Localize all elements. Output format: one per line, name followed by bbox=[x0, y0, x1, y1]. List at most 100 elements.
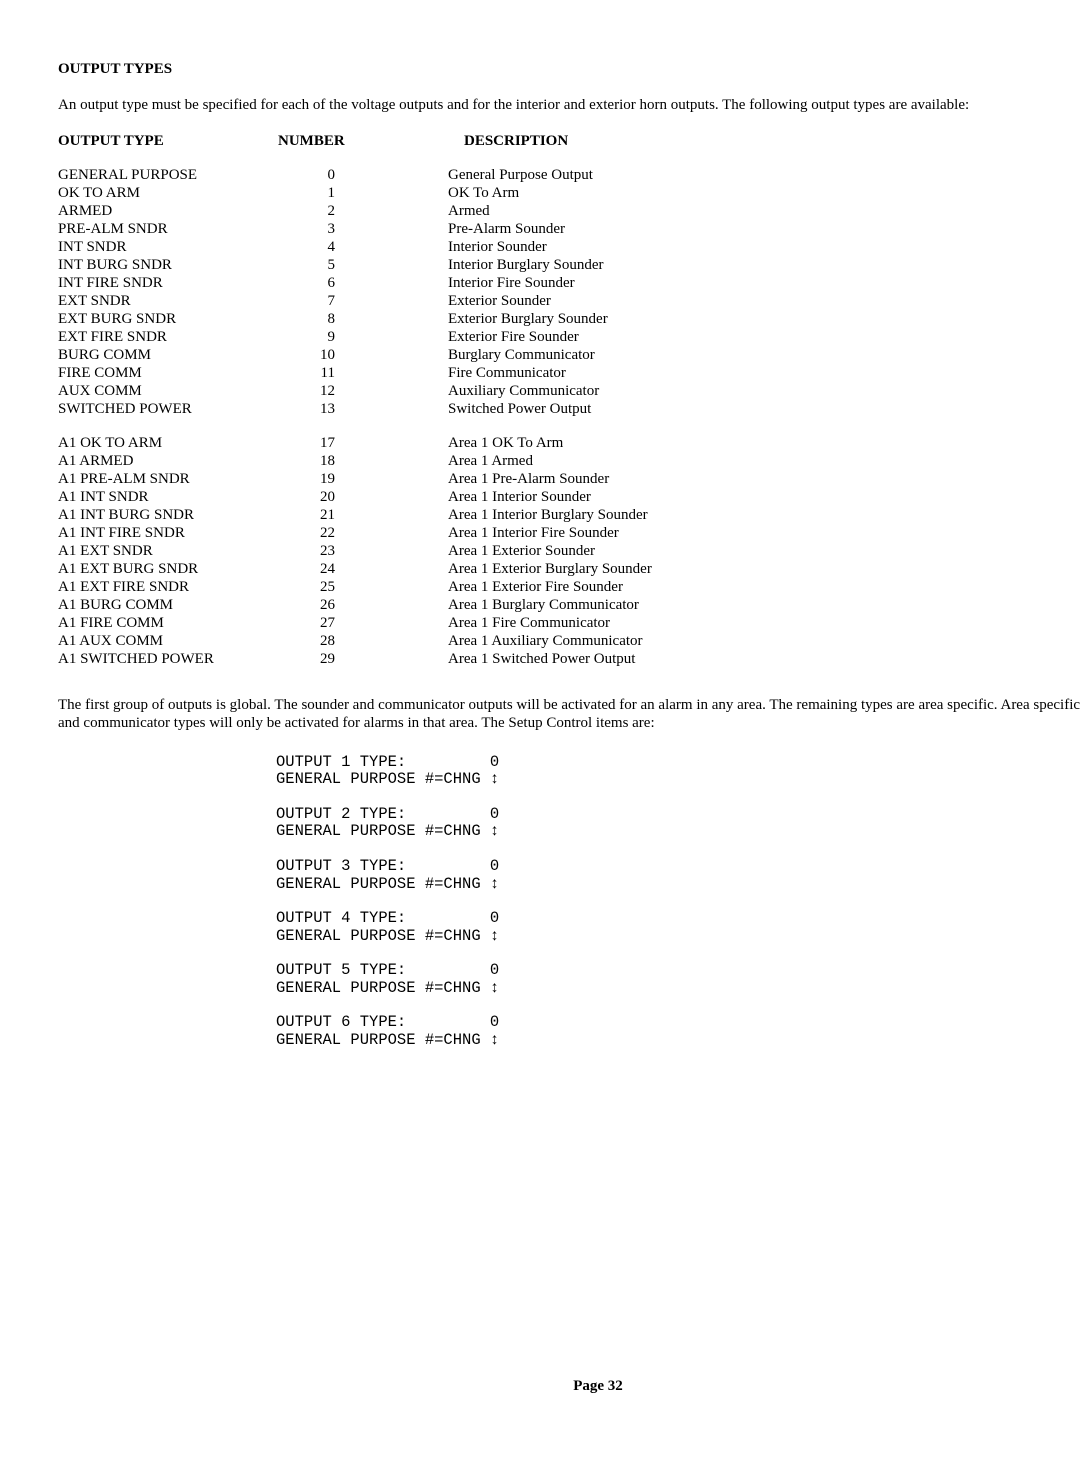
cell-description: Area 1 OK To Arm bbox=[448, 434, 1080, 452]
cell-output-type: A1 BURG COMM bbox=[58, 596, 274, 614]
table-row: EXT BURG SNDR8Exterior Burglary Sounder bbox=[58, 310, 1080, 328]
cell-output-type: A1 INT BURG SNDR bbox=[58, 506, 274, 524]
table-row: OK TO ARM1OK To Arm bbox=[58, 184, 1080, 202]
cell-description: Interior Sounder bbox=[448, 238, 1080, 256]
table-row: INT SNDR4Interior Sounder bbox=[58, 238, 1080, 256]
cell-number: 22 bbox=[274, 524, 448, 542]
cell-description: Area 1 Fire Communicator bbox=[448, 614, 1080, 632]
cell-output-type: GENERAL PURPOSE bbox=[58, 166, 274, 184]
table-row: INT FIRE SNDR6Interior Fire Sounder bbox=[58, 274, 1080, 292]
cell-output-type: EXT FIRE SNDR bbox=[58, 328, 274, 346]
table-row: FIRE COMM11Fire Communicator bbox=[58, 364, 1080, 382]
cell-output-type: EXT BURG SNDR bbox=[58, 310, 274, 328]
cell-description: Interior Burglary Sounder bbox=[448, 256, 1080, 274]
table-row: ARMED2Armed bbox=[58, 202, 1080, 220]
cell-output-type: EXT SNDR bbox=[58, 292, 274, 310]
table-row: A1 OK TO ARM17Area 1 OK To Arm bbox=[58, 434, 1080, 452]
cell-number: 5 bbox=[274, 256, 448, 274]
cell-number: 9 bbox=[274, 328, 448, 346]
setup-control-block: OUTPUT 1 TYPE: 0 GENERAL PURPOSE #=CHNG … bbox=[276, 754, 1080, 1049]
cell-description: Exterior Fire Sounder bbox=[448, 328, 1080, 346]
table-row: A1 ARMED18Area 1 Armed bbox=[58, 452, 1080, 470]
cell-output-type: A1 SWITCHED POWER bbox=[58, 650, 274, 668]
cell-description: Switched Power Output bbox=[448, 400, 1080, 418]
cell-output-type: BURG COMM bbox=[58, 346, 274, 364]
cell-output-type: A1 INT SNDR bbox=[58, 488, 274, 506]
table-row: A1 EXT BURG SNDR24Area 1 Exterior Burgla… bbox=[58, 560, 1080, 578]
cell-output-type: FIRE COMM bbox=[58, 364, 274, 382]
cell-number: 21 bbox=[274, 506, 448, 524]
section-heading: OUTPUT TYPES bbox=[58, 60, 1080, 78]
cell-output-type: OK TO ARM bbox=[58, 184, 274, 202]
cell-description: Interior Fire Sounder bbox=[448, 274, 1080, 292]
table-row: SWITCHED POWER13Switched Power Output bbox=[58, 400, 1080, 418]
cell-description: Burglary Communicator bbox=[448, 346, 1080, 364]
cell-description: Area 1 Pre-Alarm Sounder bbox=[448, 470, 1080, 488]
cell-output-type: ARMED bbox=[58, 202, 274, 220]
cell-description: Area 1 Exterior Burglary Sounder bbox=[448, 560, 1080, 578]
cell-description: Area 1 Burglary Communicator bbox=[448, 596, 1080, 614]
table-row: A1 INT SNDR20Area 1 Interior Sounder bbox=[58, 488, 1080, 506]
cell-number: 19 bbox=[274, 470, 448, 488]
table-row: GENERAL PURPOSE0General Purpose Output bbox=[58, 166, 1080, 184]
cell-number: 6 bbox=[274, 274, 448, 292]
output-types-table: GENERAL PURPOSE0General Purpose OutputOK… bbox=[58, 166, 1080, 668]
page-number: Page 32 bbox=[58, 1377, 1080, 1395]
cell-number: 18 bbox=[274, 452, 448, 470]
cell-number: 1 bbox=[274, 184, 448, 202]
table-row: A1 EXT FIRE SNDR25Area 1 Exterior Fire S… bbox=[58, 578, 1080, 596]
cell-number: 12 bbox=[274, 382, 448, 400]
table-row: A1 AUX COMM28Area 1 Auxiliary Communicat… bbox=[58, 632, 1080, 650]
cell-number: 25 bbox=[274, 578, 448, 596]
cell-number: 4 bbox=[274, 238, 448, 256]
cell-number: 2 bbox=[274, 202, 448, 220]
cell-output-type: INT FIRE SNDR bbox=[58, 274, 274, 292]
cell-description: Exterior Sounder bbox=[448, 292, 1080, 310]
cell-description: General Purpose Output bbox=[448, 166, 1080, 184]
cell-number: 28 bbox=[274, 632, 448, 650]
cell-description: Area 1 Interior Sounder bbox=[448, 488, 1080, 506]
table-row: BURG COMM10Burglary Communicator bbox=[58, 346, 1080, 364]
table-row: AUX COMM12Auxiliary Communicator bbox=[58, 382, 1080, 400]
table-row: A1 SWITCHED POWER29Area 1 Switched Power… bbox=[58, 650, 1080, 668]
cell-output-type: A1 FIRE COMM bbox=[58, 614, 274, 632]
cell-output-type: PRE-ALM SNDR bbox=[58, 220, 274, 238]
cell-number: 24 bbox=[274, 560, 448, 578]
cell-output-type: A1 ARMED bbox=[58, 452, 274, 470]
cell-description: Fire Communicator bbox=[448, 364, 1080, 382]
table-row: EXT SNDR7Exterior Sounder bbox=[58, 292, 1080, 310]
cell-number: 11 bbox=[274, 364, 448, 382]
cell-number: 17 bbox=[274, 434, 448, 452]
cell-output-type: INT SNDR bbox=[58, 238, 274, 256]
cell-output-type: A1 EXT FIRE SNDR bbox=[58, 578, 274, 596]
cell-output-type: A1 EXT SNDR bbox=[58, 542, 274, 560]
cell-description: Area 1 Switched Power Output bbox=[448, 650, 1080, 668]
cell-number: 23 bbox=[274, 542, 448, 560]
cell-description: Armed bbox=[448, 202, 1080, 220]
cell-output-type: A1 OK TO ARM bbox=[58, 434, 274, 452]
cell-output-type: SWITCHED POWER bbox=[58, 400, 274, 418]
col-header-desc: DESCRIPTION bbox=[464, 132, 1080, 150]
table-row: A1 BURG COMM26Area 1 Burglary Communicat… bbox=[58, 596, 1080, 614]
table-header-row: OUTPUT TYPE NUMBER DESCRIPTION bbox=[58, 132, 1080, 150]
cell-description: Exterior Burglary Sounder bbox=[448, 310, 1080, 328]
cell-description: OK To Arm bbox=[448, 184, 1080, 202]
cell-description: Area 1 Interior Burglary Sounder bbox=[448, 506, 1080, 524]
explanation-paragraph: The first group of outputs is global. Th… bbox=[58, 696, 1080, 732]
table-row: PRE-ALM SNDR3Pre-Alarm Sounder bbox=[58, 220, 1080, 238]
table-row: EXT FIRE SNDR9Exterior Fire Sounder bbox=[58, 328, 1080, 346]
cell-output-type: A1 PRE-ALM SNDR bbox=[58, 470, 274, 488]
cell-description: Area 1 Auxiliary Communicator bbox=[448, 632, 1080, 650]
col-header-type: OUTPUT TYPE bbox=[58, 132, 278, 150]
cell-number: 10 bbox=[274, 346, 448, 364]
cell-output-type: A1 EXT BURG SNDR bbox=[58, 560, 274, 578]
cell-output-type: AUX COMM bbox=[58, 382, 274, 400]
table-row: A1 FIRE COMM27Area 1 Fire Communicator bbox=[58, 614, 1080, 632]
intro-paragraph: An output type must be specified for eac… bbox=[58, 96, 1080, 114]
cell-output-type: INT BURG SNDR bbox=[58, 256, 274, 274]
col-header-number: NUMBER bbox=[278, 132, 464, 150]
cell-number: 26 bbox=[274, 596, 448, 614]
cell-number: 20 bbox=[274, 488, 448, 506]
table-row: A1 INT BURG SNDR21Area 1 Interior Burgla… bbox=[58, 506, 1080, 524]
table-group-gap bbox=[58, 418, 1080, 434]
